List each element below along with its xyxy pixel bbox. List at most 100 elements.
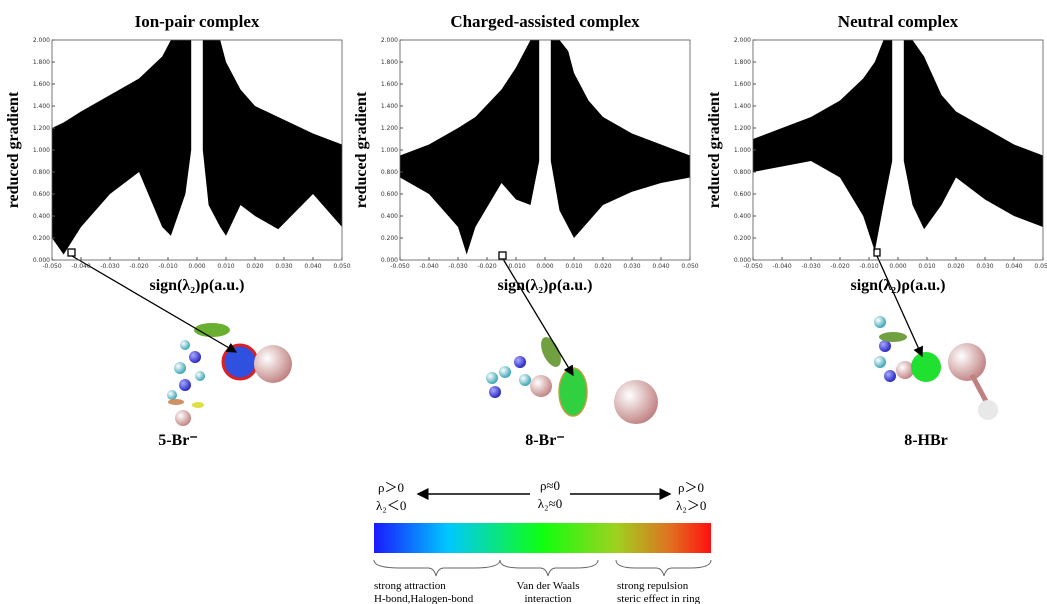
y-tick-label: 1.400 bbox=[381, 103, 398, 110]
scale-label: ρ＞0 bbox=[678, 480, 704, 495]
y-tick-label: 0.400 bbox=[33, 213, 50, 220]
x-tick-label: 0.020 bbox=[594, 263, 611, 270]
x-tick-label: 0.010 bbox=[918, 263, 935, 270]
x-tick-label: 0.010 bbox=[565, 263, 582, 270]
chart: Charged-assisted complex reduced gradient… bbox=[353, 12, 699, 294]
x-tick-label: -0.050 bbox=[743, 263, 763, 270]
y-tick-label: 0.400 bbox=[381, 213, 398, 220]
scale-label: λ₂＜0 bbox=[376, 498, 406, 513]
scale-label: λ₂≈0 bbox=[538, 496, 562, 511]
data-band bbox=[551, 40, 690, 238]
y-tick-label: 1.000 bbox=[381, 147, 398, 154]
x-tick-label: 0.010 bbox=[217, 263, 234, 270]
data-band bbox=[400, 40, 539, 255]
y-tick-label: 0.800 bbox=[381, 169, 398, 176]
brace bbox=[374, 560, 500, 576]
y-tick-label: 0.400 bbox=[734, 213, 751, 220]
scale-caption: H-bond,Halogen-bond bbox=[374, 593, 474, 604]
x-tick-label: 0.040 bbox=[652, 263, 669, 270]
y-tick-label: 1.800 bbox=[381, 59, 398, 66]
y-tick-label: 0.600 bbox=[734, 191, 751, 198]
x-axis-label: sign(λ₂)ρ(a.u.) bbox=[498, 277, 593, 294]
x-tick-label: -0.030 bbox=[100, 263, 120, 270]
x-tick-label: -0.050 bbox=[390, 263, 410, 270]
x-tick-label: 0.000 bbox=[188, 263, 205, 270]
y-tick-label: 1.600 bbox=[734, 81, 751, 88]
x-tick-label: -0.030 bbox=[801, 263, 821, 270]
y-tick-label: 1.400 bbox=[33, 103, 50, 110]
x-tick-label: -0.020 bbox=[129, 263, 149, 270]
scale-label: ρ≈0 bbox=[540, 478, 560, 493]
x-tick-label: 0.050 bbox=[1034, 263, 1047, 270]
y-tick-label: 1.600 bbox=[33, 81, 50, 88]
y-tick-label: 1.000 bbox=[734, 147, 751, 154]
y-tick-label: 0.800 bbox=[734, 169, 751, 176]
x-tick-label: 0.020 bbox=[246, 263, 263, 270]
x-tick-label: 0.020 bbox=[947, 263, 964, 270]
x-tick-label: 0.030 bbox=[976, 263, 993, 270]
y-tick-label: 1.000 bbox=[33, 147, 50, 154]
chart-title: Neutral complex bbox=[838, 12, 959, 31]
data-band bbox=[753, 40, 892, 251]
data-band bbox=[203, 40, 342, 236]
y-tick-label: 0.600 bbox=[381, 191, 398, 198]
scale-caption: steric effect in ring bbox=[617, 593, 701, 604]
x-tick-label: -0.040 bbox=[419, 263, 439, 270]
panel-label: 8-Br⁻ bbox=[525, 432, 565, 449]
x-tick-label: -0.010 bbox=[859, 263, 879, 270]
scale-caption: interaction bbox=[524, 593, 572, 604]
scale-caption: strong repulsion bbox=[617, 580, 689, 592]
figure: 5-Br⁻ 8-Br⁻ 8-HBr ρ＞0 λ₂＜0 ρ≈0 λ₂≈0 ρ＞0 … bbox=[0, 0, 1047, 604]
brace bbox=[616, 560, 711, 576]
x-tick-label: 0.000 bbox=[889, 263, 906, 270]
x-tick-label: -0.050 bbox=[42, 263, 62, 270]
x-tick-label: 0.050 bbox=[333, 263, 350, 270]
y-tick-label: 1.200 bbox=[33, 125, 50, 132]
scale-caption: Van der Waals bbox=[516, 580, 579, 592]
color-scale: ρ＞0 λ₂＜0 ρ≈0 λ₂≈0 ρ＞0 λ₂＞0 strong attrac… bbox=[374, 478, 711, 604]
x-tick-label: 0.000 bbox=[536, 263, 553, 270]
y-axis-label: reduced gradient bbox=[706, 91, 723, 208]
x-tick-label: -0.040 bbox=[71, 263, 91, 270]
x-tick-label: -0.030 bbox=[448, 263, 468, 270]
y-tick-label: 2.000 bbox=[381, 37, 398, 44]
chart-title: Ion-pair complex bbox=[135, 12, 260, 31]
x-tick-label: 0.050 bbox=[681, 263, 698, 270]
brace bbox=[500, 560, 598, 576]
x-tick-label: -0.020 bbox=[477, 263, 497, 270]
molecule-renderings bbox=[167, 316, 998, 426]
y-axis-label: reduced gradient bbox=[353, 91, 370, 208]
y-tick-label: 0.600 bbox=[33, 191, 50, 198]
y-tick-label: 0.200 bbox=[734, 235, 751, 242]
scale-label: ρ＞0 bbox=[378, 480, 404, 495]
y-tick-label: 1.800 bbox=[33, 59, 50, 66]
y-tick-label: 2.000 bbox=[33, 37, 50, 44]
x-axis-label: sign(λ₂)ρ(a.u.) bbox=[851, 277, 946, 294]
chart-title: Charged-assisted complex bbox=[450, 12, 640, 31]
x-tick-label: -0.010 bbox=[506, 263, 526, 270]
y-tick-label: 1.600 bbox=[381, 81, 398, 88]
panel-label: 8-HBr bbox=[904, 432, 948, 449]
x-tick-label: -0.020 bbox=[830, 263, 850, 270]
x-tick-label: 0.030 bbox=[275, 263, 292, 270]
x-axis-label: sign(λ₂)ρ(a.u.) bbox=[150, 277, 245, 294]
x-tick-label: 0.040 bbox=[304, 263, 321, 270]
x-tick-label: 0.030 bbox=[623, 263, 640, 270]
x-tick-label: -0.040 bbox=[772, 263, 792, 270]
scale-caption: strong attraction bbox=[374, 580, 446, 592]
x-tick-label: 0.040 bbox=[1005, 263, 1022, 270]
data-band bbox=[52, 40, 191, 255]
y-tick-label: 0.800 bbox=[33, 169, 50, 176]
x-tick-label: -0.010 bbox=[158, 263, 178, 270]
scale-label: λ₂＞0 bbox=[676, 498, 706, 513]
y-tick-label: 1.200 bbox=[734, 125, 751, 132]
panel-label: 5-Br⁻ bbox=[158, 432, 198, 449]
y-tick-label: 2.000 bbox=[734, 37, 751, 44]
data-band bbox=[904, 40, 1043, 229]
y-tick-label: 1.800 bbox=[734, 59, 751, 66]
y-tick-label: 0.200 bbox=[33, 235, 50, 242]
chart: Neutral complex reduced gradient sign(λ₂)ρ… bbox=[706, 12, 1047, 294]
color-bar bbox=[374, 523, 711, 553]
y-tick-label: 0.200 bbox=[381, 235, 398, 242]
